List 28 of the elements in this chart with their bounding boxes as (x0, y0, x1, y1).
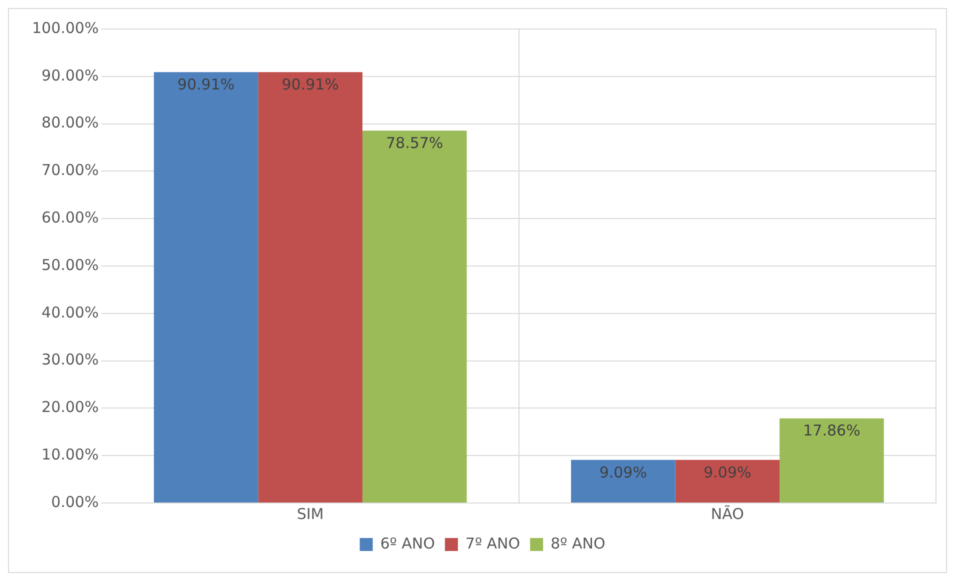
y-tick-label: 60.00% (42, 208, 99, 226)
y-tick-label: 90.00% (42, 66, 99, 84)
legend-label: 8º ANO (550, 534, 606, 552)
y-tick-label: 80.00% (42, 114, 99, 132)
y-tick-label: 10.00% (42, 445, 99, 464)
y-tick-label: 50.00% (42, 256, 99, 274)
bar (154, 72, 258, 502)
data-label: 9.09% (599, 463, 647, 482)
y-tick-label: 70.00% (42, 161, 99, 180)
legend-label: 6º ANO (380, 534, 435, 552)
bar (258, 72, 362, 502)
x-tick-label: NÃO (710, 504, 744, 523)
bar (362, 130, 467, 502)
y-tick-label: 100.00% (32, 18, 99, 37)
data-label: 90.91% (282, 75, 339, 94)
data-label: 9.09% (704, 463, 752, 482)
bar (780, 418, 884, 502)
bar (675, 460, 780, 502)
y-tick-label: 30.00% (42, 350, 99, 369)
y-tick-label: 20.00% (42, 398, 99, 416)
y-tick-label: 40.00% (42, 303, 99, 322)
legend-label: 7º ANO (465, 534, 520, 552)
data-label: 90.91% (177, 75, 235, 94)
data-label: 78.57% (386, 134, 444, 152)
bar (571, 460, 676, 502)
y-tick-label: 0.00% (51, 492, 99, 511)
data-label: 17.86% (803, 422, 860, 440)
x-tick-label: SIM (296, 504, 324, 523)
